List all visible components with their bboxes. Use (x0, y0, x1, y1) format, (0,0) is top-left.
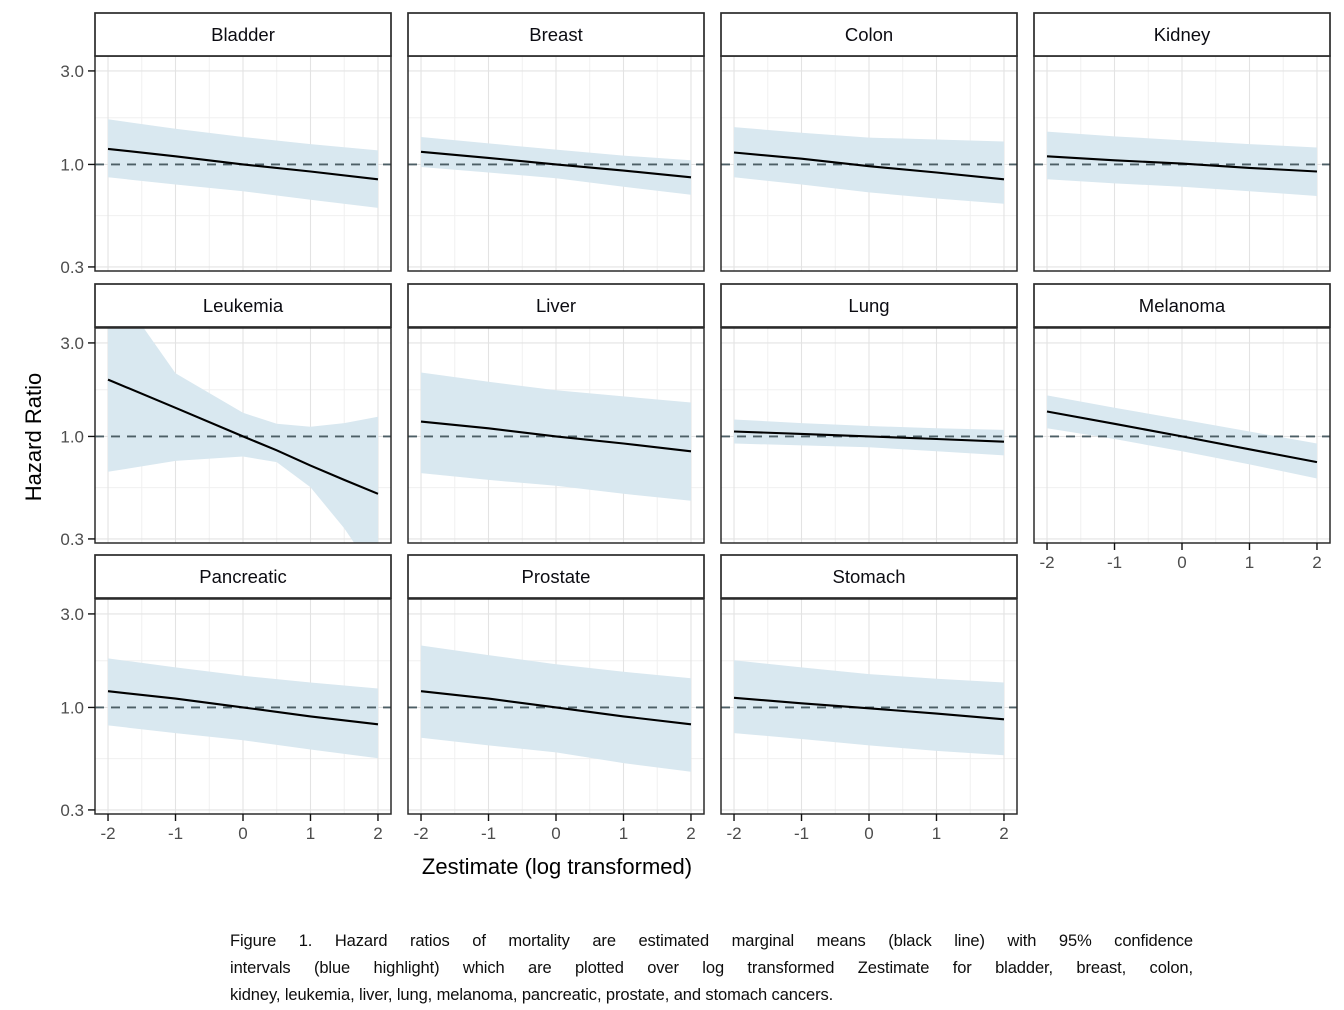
facet-lung: Lung (720, 283, 1018, 544)
panel-breast (407, 55, 705, 272)
y-tick-label: 3.0 (60, 62, 84, 81)
panel-pancreatic (94, 598, 392, 815)
facet-title-colon: Colon (845, 24, 893, 45)
facet-title-bladder: Bladder (211, 24, 275, 45)
x-tick-label: 0 (238, 824, 247, 843)
facet-title-liver: Liver (536, 295, 576, 316)
panel-kidney (1033, 55, 1331, 272)
panel-melanoma (1033, 327, 1331, 544)
facet-title-stomach: Stomach (832, 566, 905, 587)
faceted-plot: Bladder 3.0 1.0 0.3 Breast Colon Kidney Leukemi… (60, 12, 1331, 843)
mean-hazard-line (107, 378, 379, 495)
y-tick-label: 1.0 (60, 427, 84, 446)
facet-bladder: Bladder 3.0 1.0 0.3 (60, 12, 392, 277)
facet-title-pancreatic: Pancreatic (199, 566, 286, 587)
facet-title-melanoma: Melanoma (1139, 295, 1226, 316)
x-tick-label: 2 (1312, 553, 1321, 572)
facet-strip-melanoma (1033, 283, 1331, 328)
facet-strip-stomach (720, 554, 1018, 599)
facet-colon: Colon (720, 12, 1018, 272)
caption-line-1: Figure 1. Hazard ratios of mortality are… (230, 932, 1193, 950)
x-tick-label: -1 (1107, 553, 1122, 572)
x-tick-label: 0 (551, 824, 560, 843)
x-tick-label: -2 (726, 824, 741, 843)
mean-hazard-line (420, 420, 692, 453)
y-tick-label: 1.0 (60, 155, 84, 174)
x-tick-label: -2 (1039, 553, 1054, 572)
x-tick-label: -2 (413, 824, 428, 843)
facet-strip-breast (407, 12, 705, 57)
mean-hazard-line (1046, 155, 1318, 173)
facet-leukemia: Leukemia 3.0 1.0 0.3 (60, 283, 392, 549)
facet-strip-prostate (407, 554, 705, 599)
mean-hazard-line (420, 150, 692, 179)
mean-hazard-line (107, 147, 379, 181)
facet-strip-leukemia (94, 283, 392, 328)
mean-hazard-line (733, 696, 1005, 721)
facet-pancreatic: Pancreatic 3.0 1.0 0.3 -2 -1 0 1 2 (60, 554, 392, 843)
panel-prostate (407, 598, 705, 815)
x-tick-label: 2 (999, 824, 1008, 843)
facet-breast: Breast (407, 12, 705, 272)
facet-strip-pancreatic (94, 554, 392, 599)
x-tick-label: 0 (1177, 553, 1186, 572)
facet-prostate: Prostate -2 -1 0 1 2 (407, 554, 705, 843)
facet-title-breast: Breast (529, 24, 582, 45)
facet-strip-kidney (1033, 12, 1331, 57)
facet-melanoma: Melanoma -2 -1 0 1 2 (1033, 283, 1331, 572)
mean-hazard-line (420, 690, 692, 726)
panel-lung (720, 327, 1018, 544)
x-tick-label: 2 (686, 824, 695, 843)
x-axis-title: Zestimate (log transformed) (421, 854, 693, 879)
caption-line-3: kidney, leukemia, liver, lung, melanoma,… (230, 986, 834, 1004)
y-tick-label: 0.3 (60, 258, 84, 277)
mean-hazard-line (1046, 410, 1318, 464)
facet-stomach: Stomach -2 -1 0 1 2 (720, 554, 1018, 843)
facet-strip-liver (407, 283, 705, 328)
facet-kidney: Kidney (1033, 12, 1331, 272)
mean-hazard-line (733, 151, 1005, 181)
x-tick-label: -1 (168, 824, 183, 843)
panel-border (407, 327, 705, 544)
caption-line-2: intervals (blue highlight) which are plo… (230, 959, 1193, 977)
x-tick-label: 1 (619, 824, 628, 843)
facet-liver: Liver (407, 283, 705, 544)
facet-title-prostate: Prostate (522, 566, 591, 587)
panel-border (720, 327, 1018, 544)
x-tick-label: 1 (1245, 553, 1254, 572)
x-tick-label: 2 (373, 824, 382, 843)
x-tick-label: -1 (481, 824, 496, 843)
mean-hazard-line (107, 690, 379, 726)
facet-title-kidney: Kidney (1154, 24, 1211, 45)
facet-title-leukemia: Leukemia (203, 295, 284, 316)
y-tick-label: 1.0 (60, 698, 84, 717)
x-tick-label: 1 (932, 824, 941, 843)
panel-border (94, 327, 392, 544)
panel-bladder (94, 55, 392, 272)
y-tick-label: 0.3 (60, 530, 84, 549)
x-tick-label: 1 (306, 824, 315, 843)
facet-title-lung: Lung (848, 295, 889, 316)
figure-caption: Figure 1. Hazard ratios of mortality are… (230, 928, 1193, 1009)
panel-stomach (720, 598, 1018, 815)
panel-leukemia (94, 327, 392, 544)
x-tick-label: -2 (100, 824, 115, 843)
panel-liver (407, 327, 705, 544)
facet-strip-lung (720, 283, 1018, 328)
x-tick-label: -1 (794, 824, 809, 843)
panel-colon (720, 55, 1018, 272)
y-tick-label: 0.3 (60, 801, 84, 820)
facet-strip-colon (720, 12, 1018, 57)
confidence-band (421, 645, 691, 772)
x-tick-label: 0 (864, 824, 873, 843)
mean-hazard-line (733, 430, 1005, 443)
facet-strip-bladder (94, 12, 392, 57)
confidence-band (421, 137, 691, 195)
y-tick-label: 3.0 (60, 334, 84, 353)
y-tick-label: 3.0 (60, 605, 84, 624)
